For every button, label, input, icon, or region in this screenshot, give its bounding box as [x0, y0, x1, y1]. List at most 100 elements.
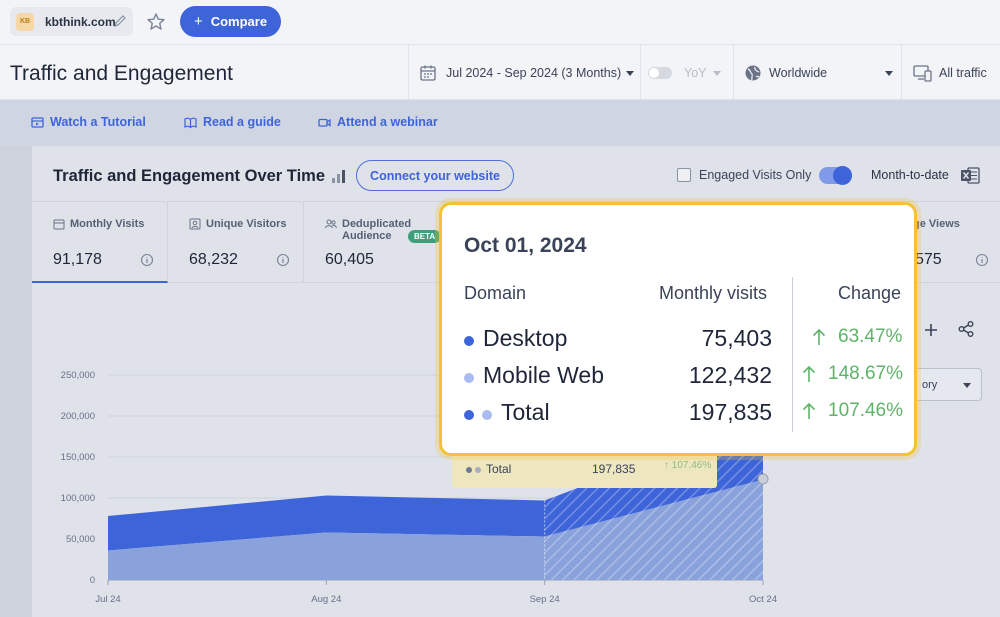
month-to-date-label: Month-to-date: [871, 168, 949, 182]
metric-value: 60,405: [325, 251, 374, 268]
metric-monthly-visits[interactable]: Monthly Visits 91,178: [32, 202, 168, 283]
column-header-domain: Domain: [464, 283, 527, 303]
metric-label: ge Views: [913, 218, 960, 230]
metric-unique-visitors[interactable]: Unique Visitors 68,232: [168, 202, 304, 283]
engaged-visits-option[interactable]: Engaged Visits Only: [677, 168, 811, 182]
row-domain: Total: [501, 399, 550, 425]
divider: [901, 45, 902, 99]
traffic-label: All traffic: [939, 66, 987, 80]
arrow-up-icon: [812, 328, 826, 345]
metric-value: 575: [915, 251, 942, 268]
metric-label-text: ge Views: [913, 218, 960, 230]
x-tick-label: Jul 24: [95, 594, 120, 605]
divider: [792, 277, 793, 432]
site-chip[interactable]: KB kbthink.com: [10, 7, 133, 36]
divider: [640, 45, 641, 99]
x-tick-label: Sep 24: [530, 594, 560, 605]
chevron-down-icon[interactable]: [885, 71, 893, 76]
devices-icon: [913, 65, 932, 82]
column-header-change: Change: [838, 283, 902, 303]
top-bar: KB kbthink.com + Compare: [0, 0, 1000, 44]
info-icon[interactable]: [276, 253, 290, 267]
info-icon[interactable]: [975, 253, 989, 267]
page-header: Traffic and Engagement Jul 2024 - Sep 20…: [0, 44, 1000, 100]
row-change: 63.47%: [812, 326, 902, 348]
arrow-up-icon: [802, 365, 816, 382]
add-icon[interactable]: [923, 322, 939, 338]
chevron-down-icon: [713, 70, 722, 76]
pencil-icon[interactable]: [113, 14, 127, 28]
row-visits: 75,403: [701, 325, 772, 351]
date-range-label: Jul 2024 - Sep 2024 (3 Months): [446, 66, 622, 80]
compare-label: Compare: [210, 14, 268, 29]
star-icon[interactable]: [146, 12, 166, 32]
metric-page-views[interactable]: ge Views 575: [875, 202, 1000, 283]
video-tutorial-icon: [31, 116, 44, 128]
metric-value: 91,178: [53, 251, 102, 268]
tooltip-row-mobile-web: Mobile Web 122,432 148.67%: [442, 362, 914, 392]
tooltip-total-change-value: 107.46%: [671, 460, 712, 471]
watch-tutorial-link[interactable]: Watch a Tutorial: [31, 115, 146, 129]
row-visits: 122,432: [688, 362, 772, 388]
metric-label: Deduplicated Audience: [325, 218, 415, 242]
arrow-up-icon: [802, 402, 816, 419]
mobile-dot: [475, 467, 481, 473]
y-tick-label: 0: [90, 575, 95, 586]
share-icon[interactable]: [957, 320, 975, 338]
watch-tutorial-label: Watch a Tutorial: [50, 115, 146, 129]
country-label: Worldwide: [769, 66, 828, 80]
metric-deduplicated-audience[interactable]: Deduplicated Audience 60,405: [304, 202, 444, 283]
book-icon: [184, 117, 197, 128]
y-tick-label: 250,000: [61, 370, 95, 381]
row-change-value: 148.67%: [828, 363, 904, 384]
resource-bar: Watch a Tutorial Read a guide Attend a w…: [0, 100, 1000, 146]
metric-label: Unique Visitors: [189, 218, 286, 230]
compare-button[interactable]: + Compare: [180, 6, 281, 37]
yoy-toggle[interactable]: [648, 67, 672, 79]
row-change-value: 63.47%: [838, 326, 903, 347]
read-guide-label: Read a guide: [203, 115, 281, 129]
tooltip-total-label: Total: [486, 462, 512, 476]
country-selector[interactable]: Worldwide: [744, 64, 827, 82]
site-logo: KB: [16, 12, 34, 31]
y-tick-label: 50,000: [66, 534, 95, 545]
traffic-filter[interactable]: All traffic: [913, 64, 987, 82]
x-tick-label: Aug 24: [311, 594, 341, 605]
tooltip-total-value: 197,835: [592, 462, 636, 476]
engaged-visits-label: Engaged Visits Only: [699, 168, 812, 182]
desktop-dot: [464, 410, 474, 420]
tooltip-row-total: Total 197,835 107.46%: [442, 399, 914, 429]
row-domain: Desktop: [483, 325, 568, 351]
engaged-visits-checkbox[interactable]: [677, 168, 691, 182]
month-to-date-toggle[interactable]: [819, 166, 852, 185]
row-change-value: 107.46%: [828, 400, 904, 421]
signal-bars-icon: [332, 170, 345, 183]
read-guide-link[interactable]: Read a guide: [184, 115, 281, 129]
divider: [408, 45, 409, 99]
hover-point-marker: [757, 473, 769, 485]
mobile-dot: [482, 410, 492, 420]
desktop-dot: [464, 336, 474, 346]
beta-badge: BETA: [408, 230, 442, 243]
tooltip-total-change: ↑ 107.46%: [664, 460, 712, 471]
excel-export-icon[interactable]: [960, 165, 981, 186]
date-range-picker[interactable]: Jul 2024 - Sep 2024 (3 Months): [419, 64, 635, 82]
row-visits: 197,835: [688, 399, 772, 425]
group-by-label: ory: [922, 379, 938, 391]
yoy-label: YoY: [684, 66, 707, 80]
page-title: Traffic and Engagement: [10, 62, 233, 85]
card-title: Traffic and Engagement Over Time: [53, 167, 326, 185]
row-change: 148.67%: [802, 363, 903, 385]
calendar-icon: [420, 65, 436, 81]
divider: [733, 45, 734, 99]
row-change: 107.46%: [802, 400, 903, 422]
metric-label-text: Unique Visitors: [206, 218, 287, 230]
yoy-dropdown[interactable]: YoY: [684, 66, 722, 80]
connect-website-button[interactable]: Connect your website: [356, 160, 514, 191]
tooltip-row-desktop: Desktop 75,403 63.47%: [442, 325, 914, 355]
tooltip-date: Oct 01, 2024: [464, 234, 587, 257]
info-icon[interactable]: [140, 253, 154, 267]
attend-webinar-link[interactable]: Attend a webinar: [318, 115, 438, 129]
plus-icon: +: [193, 13, 203, 30]
y-tick-label: 150,000: [61, 452, 95, 463]
